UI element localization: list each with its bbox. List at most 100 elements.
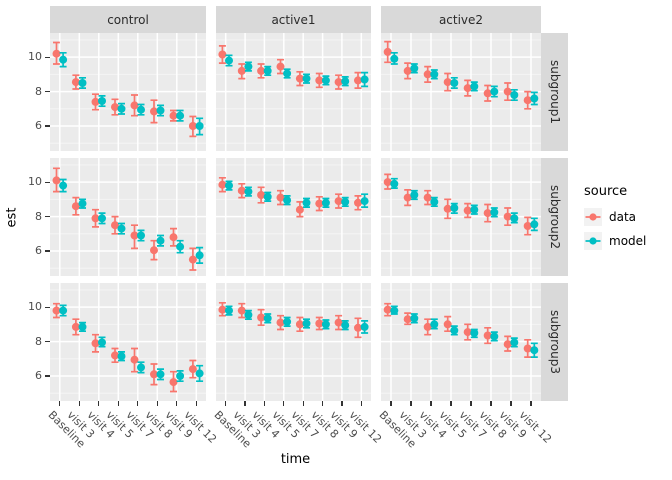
x-tick-mark — [430, 401, 432, 406]
pointrange-data — [443, 198, 452, 220]
pointrange-model — [283, 316, 292, 327]
facet-strip-control: control — [50, 6, 206, 33]
pointrange-data — [523, 216, 532, 236]
pointrange-model — [450, 325, 459, 336]
pointrange-data — [52, 41, 61, 65]
pointrange-model — [263, 313, 272, 324]
y-tick-mark — [45, 250, 50, 252]
pointrange-model — [302, 73, 311, 84]
pointrange-model — [490, 207, 499, 218]
pointrange-data — [503, 207, 512, 227]
pointrange-model — [510, 88, 519, 102]
pointrange-data — [443, 72, 452, 92]
pointrange-data — [91, 333, 100, 353]
pointrange-model — [510, 212, 519, 224]
x-tick-mark — [78, 401, 80, 406]
pointrange-data — [169, 109, 178, 122]
y-tick-label: 8 — [35, 84, 42, 98]
pointrange-model — [390, 177, 399, 189]
pointrange-model — [410, 189, 419, 201]
pointrange-data — [130, 94, 139, 117]
pointrange-model — [302, 318, 311, 329]
pointrange-model — [321, 319, 330, 330]
pointrange-model — [156, 234, 165, 247]
pointrange-data — [91, 93, 100, 111]
pointrange-data — [334, 193, 343, 209]
facet-strip-subgroup1: subgroup1 — [541, 33, 568, 151]
x-tick-mark — [225, 401, 227, 406]
pointrange-model — [263, 65, 272, 77]
pointrange-model — [283, 68, 292, 79]
pointrange-model — [490, 331, 499, 342]
legend-key-glyph-1 — [584, 232, 602, 250]
pointrange-data — [463, 79, 472, 97]
facet-strip-subgroup1-label: subgroup1 — [547, 60, 562, 124]
legend-key-glyph-0 — [584, 208, 602, 226]
facet-panel-svg-control-subgroup3 — [50, 283, 206, 401]
y-tick-label: 8 — [35, 209, 42, 223]
y-tick-mark — [45, 56, 50, 58]
x-tick-mark — [530, 401, 532, 406]
pointrange-data — [443, 315, 452, 333]
pointrange-model — [137, 361, 145, 374]
pointrange-model — [390, 51, 399, 65]
facet-strip-subgroup2: subgroup2 — [541, 158, 568, 276]
pointrange-data — [423, 318, 432, 336]
pointrange-model — [321, 197, 330, 208]
pointrange-data — [91, 208, 100, 228]
pointrange-data — [523, 338, 532, 358]
pointrange-model — [470, 81, 479, 92]
pointrange-data — [315, 316, 324, 331]
facet-panel-svg-active2-subgroup3 — [381, 283, 541, 401]
legend-label-data: data — [609, 210, 637, 224]
pointrange-data — [383, 302, 392, 317]
pointrange-model — [137, 229, 145, 242]
pointrange-model — [176, 109, 185, 122]
pointrange-model — [117, 102, 126, 115]
pointrange-data — [403, 312, 412, 326]
pointrange-data — [237, 182, 246, 199]
panel-control-subgroup2 — [50, 158, 206, 280]
y-tick-label: 6 — [35, 119, 42, 133]
panel-active1-subgroup3 — [216, 283, 371, 405]
pointrange-data — [169, 227, 178, 247]
pointrange-data — [315, 72, 324, 89]
pointrange-data — [463, 202, 472, 219]
pointrange-model — [470, 328, 479, 339]
pointrange-model — [390, 305, 399, 315]
y-tick-label: 10 — [28, 50, 42, 64]
pointrange-model — [283, 195, 292, 206]
pointrange-model — [321, 75, 330, 86]
x-tick-mark — [156, 401, 158, 406]
pointrange-data — [354, 317, 362, 339]
pointrange-model — [450, 76, 459, 89]
pointrange-model — [530, 342, 539, 358]
pointrange-data — [52, 167, 61, 193]
pointrange-data — [483, 326, 492, 345]
facet-strip-subgroup3-label: subgroup3 — [547, 310, 562, 374]
pointrange-model — [450, 202, 459, 214]
pointrange-data — [483, 84, 492, 102]
pointrange-model — [78, 76, 87, 89]
pointrange-model — [302, 197, 311, 208]
pointrange-data — [111, 347, 119, 364]
y-tick-mark — [45, 340, 50, 343]
panel-active2-subgroup1 — [381, 33, 541, 155]
pointrange-model — [510, 337, 519, 348]
facet-strip-active1-label: active1 — [271, 12, 316, 27]
x-tick-mark — [137, 401, 139, 406]
pointrange-model — [225, 180, 233, 191]
x-tick-mark — [470, 401, 472, 406]
y-tick-mark — [45, 215, 50, 218]
facet-panel-svg-active1-subgroup1 — [216, 33, 371, 151]
pointrange-model — [225, 305, 233, 316]
pointrange-data — [130, 347, 139, 373]
pointrange-model — [490, 85, 499, 98]
facet-strip-control-label: control — [107, 12, 149, 27]
pointrange-data — [71, 318, 80, 336]
x-tick-mark — [450, 401, 452, 406]
pointrange-model — [530, 217, 539, 232]
x-tick-mark — [176, 401, 178, 406]
pointrange-model — [244, 186, 253, 197]
legend: source data model — [584, 184, 646, 256]
